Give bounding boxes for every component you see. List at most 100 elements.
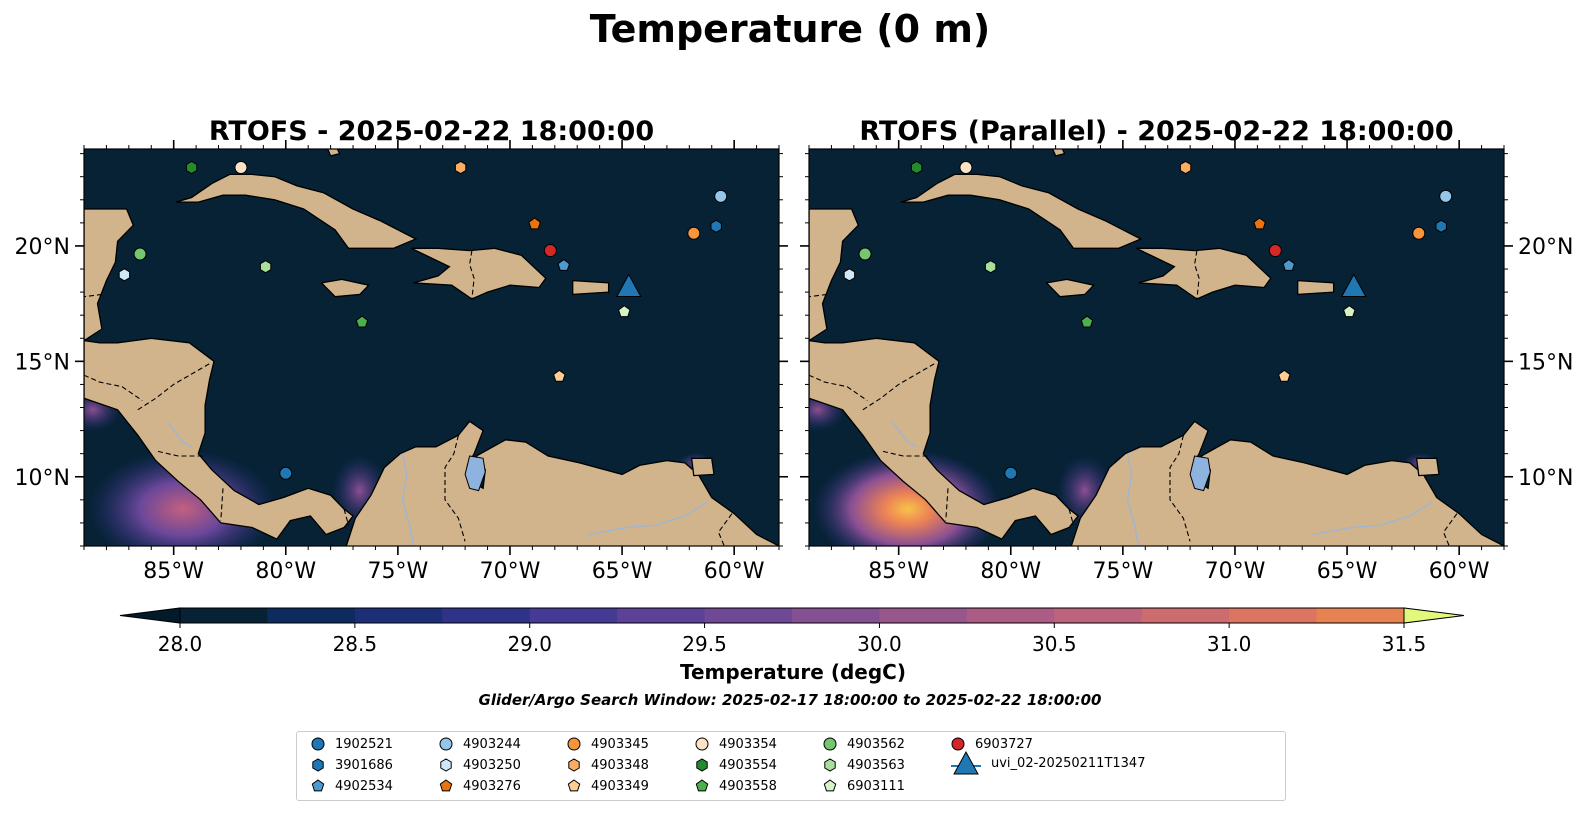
panel-title: RTOFS - 2025-02-22 18:00:00 xyxy=(209,116,654,147)
float-marker xyxy=(355,315,369,328)
country-border xyxy=(1068,508,1075,526)
legend-label: 6903727 xyxy=(975,736,1033,752)
hispaniola-land xyxy=(1136,247,1272,300)
float-marker xyxy=(185,160,198,175)
float-marker xyxy=(687,226,701,240)
float-marker xyxy=(543,244,557,258)
axis-ticks: 85°W 80°W 75°W 70°W 65°W 60°W 10°N 15°N 20°N xyxy=(800,140,1573,584)
colorbar: 28.0 28.5 29.0 29.5 30.0 30.5 31.0 31.5 xyxy=(119,607,1465,656)
legend-marker-shape xyxy=(824,758,836,772)
colorbar-segment xyxy=(442,608,531,623)
colorbar-extend-low xyxy=(119,607,181,624)
x-tick-label: 75°W xyxy=(1092,559,1153,584)
float-marker xyxy=(1412,226,1426,240)
puerto-rico-land xyxy=(572,279,610,296)
observation-markers xyxy=(118,160,728,480)
legend-label: 4903554 xyxy=(719,757,777,773)
x-tick-label: 65°W xyxy=(1317,559,1378,584)
bahamas-land xyxy=(327,149,341,157)
axis-ticks: 85°W 80°W 75°W 70°W 65°W 60°W 10°N 15°N 20°N xyxy=(15,140,788,584)
legend-marker-shape xyxy=(568,758,580,772)
river xyxy=(891,420,917,448)
x-tick-label: 85°W xyxy=(143,559,204,584)
map-frame xyxy=(808,148,1505,547)
legend-label: 4903244 xyxy=(463,736,521,752)
x-tick-label: 75°W xyxy=(367,559,428,584)
x-tick-label: 85°W xyxy=(868,559,929,584)
legend-item: 3901686 xyxy=(309,755,393,775)
legend-item: 4903250 xyxy=(437,755,521,775)
legend-marker-circle xyxy=(823,737,837,751)
float-marker xyxy=(1278,369,1291,382)
float-marker xyxy=(259,260,272,274)
x-tick-label: 60°W xyxy=(1429,559,1490,584)
y-tick-label: 15°N xyxy=(15,350,70,375)
legend: 1902521 3901686 4902534 4903244 4903250 49032… xyxy=(296,731,1286,801)
legend-label: 1902521 xyxy=(335,736,393,752)
float-marker xyxy=(984,260,997,274)
legend-label: 6903111 xyxy=(847,778,905,794)
float-marker xyxy=(1282,258,1296,271)
glider-marker xyxy=(615,273,642,297)
colorbar-tick-label: 29.0 xyxy=(507,632,552,656)
x-tick-label: 70°W xyxy=(1205,559,1266,584)
yucatan-land xyxy=(809,208,860,342)
country-border xyxy=(1294,545,1296,546)
legend-label: uvi_02-20250211T1347 xyxy=(991,755,1146,771)
legend-marker-shape xyxy=(951,737,965,751)
legend-marker-hexagon xyxy=(312,758,324,772)
rivers xyxy=(166,420,708,546)
legend-marker-circle xyxy=(439,737,453,751)
central-america-land xyxy=(809,337,1079,540)
legend-marker-shape xyxy=(311,737,325,751)
legend-marker-shape xyxy=(312,758,324,772)
float-marker xyxy=(557,258,571,271)
legend-marker-hexagon xyxy=(696,758,708,772)
country-border xyxy=(569,545,571,546)
float-marker xyxy=(618,305,631,318)
colorbar-extend-high xyxy=(1403,607,1465,624)
legend-item: 4903558 xyxy=(693,776,777,796)
y-tick-label: 10°N xyxy=(15,466,70,491)
legend-item: 4903563 xyxy=(821,755,905,775)
lake-maracaibo xyxy=(464,455,486,492)
hispaniola-land xyxy=(411,247,547,300)
legend-label: 4902534 xyxy=(335,778,393,794)
legend-marker-pentagon xyxy=(439,779,453,792)
country-border xyxy=(84,374,143,402)
yucatan-land xyxy=(84,208,135,342)
legend-marker-circle xyxy=(951,737,965,751)
float-marker xyxy=(710,219,722,233)
country-border xyxy=(444,435,466,542)
legend-item: 4902534 xyxy=(309,776,393,796)
legend-label: 4903562 xyxy=(847,736,905,752)
legend-item: 4903554 xyxy=(693,755,777,775)
float-marker xyxy=(133,247,147,261)
colorbar-segment xyxy=(704,608,793,623)
legend-marker-shape xyxy=(439,737,453,751)
legend-marker-pentagon xyxy=(695,779,709,792)
float-marker xyxy=(1439,189,1453,203)
country-border xyxy=(220,488,224,521)
map-frame xyxy=(83,148,780,547)
float-marker xyxy=(1080,315,1094,328)
country-border xyxy=(809,293,827,298)
glider-marker xyxy=(1340,273,1367,297)
colorbar-segment xyxy=(180,608,268,623)
country-border xyxy=(1169,435,1191,542)
float-marker xyxy=(1435,219,1447,233)
legend-item: 4903349 xyxy=(565,776,649,796)
country-border xyxy=(1442,513,1458,546)
country-border xyxy=(84,293,102,298)
bahamas-land xyxy=(1052,149,1066,157)
legend-marker-shape xyxy=(440,758,452,772)
legend-item: 4903276 xyxy=(437,776,521,796)
puerto-rico-land xyxy=(1297,279,1335,296)
x-tick-label: 80°W xyxy=(980,559,1041,584)
country-borders xyxy=(809,250,1458,546)
country-borders xyxy=(84,250,733,546)
float-marker xyxy=(454,160,467,175)
country-border xyxy=(945,488,949,521)
river xyxy=(401,453,415,546)
country-border xyxy=(343,508,350,526)
